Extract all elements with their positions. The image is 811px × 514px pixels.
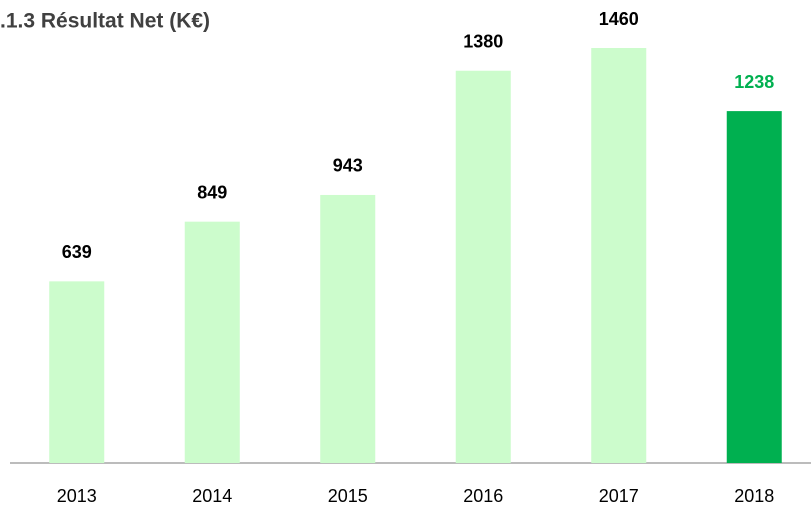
x-tick-label: 2017 — [599, 486, 639, 506]
value-label: 1460 — [599, 9, 639, 29]
value-label: 943 — [333, 156, 363, 176]
bar — [49, 281, 105, 463]
x-tick-label: 2016 — [463, 486, 503, 506]
bar — [320, 194, 376, 463]
bar — [726, 111, 782, 464]
bar — [591, 48, 647, 463]
x-tick-label: 2018 — [734, 486, 774, 506]
value-label: 1238 — [734, 72, 774, 92]
bar — [184, 221, 240, 463]
value-label: 849 — [197, 182, 227, 202]
bar — [455, 70, 511, 464]
x-tick-label: 2014 — [192, 486, 232, 506]
value-label: 1380 — [463, 31, 503, 51]
x-tick-label: 2015 — [328, 486, 368, 506]
x-tick-label: 2013 — [57, 486, 97, 506]
chart-title: .1.3 Résultat Net (K€) — [0, 10, 210, 33]
value-label: 639 — [62, 242, 92, 262]
